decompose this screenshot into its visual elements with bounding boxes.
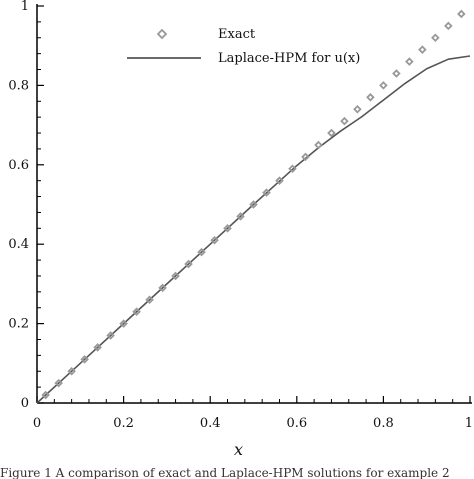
x-tick-label: 0.2 bbox=[113, 416, 134, 431]
data-point-exact bbox=[210, 235, 219, 245]
y-tick-label: 0.4 bbox=[8, 237, 29, 252]
x-tick-label: 0 bbox=[33, 416, 41, 431]
data-point-exact bbox=[340, 116, 349, 126]
series-layer bbox=[36, 9, 471, 404]
data-point-exact bbox=[418, 45, 427, 54]
y-tick-label: 0 bbox=[21, 396, 29, 411]
axes: 0 0.2 0.4 0.6 0.8 1 0 0.2 0.4 0.6 0.8 1 bbox=[8, 0, 473, 431]
figure-caption: Figure 1 A comparison of exact and Lapla… bbox=[0, 466, 450, 479]
data-point-exact bbox=[171, 271, 180, 281]
data-point-exact bbox=[106, 331, 115, 340]
data-point-exact bbox=[67, 366, 76, 376]
data-point-exact bbox=[444, 21, 453, 31]
y-tick-label: 1 bbox=[21, 0, 29, 14]
data-point-exact bbox=[366, 93, 375, 102]
y-tick-label: 0.8 bbox=[8, 78, 29, 93]
data-point-exact bbox=[158, 283, 167, 293]
y-tick-label: 0.2 bbox=[8, 317, 29, 332]
series-line-laplace-hpm bbox=[36, 55, 471, 404]
data-point-exact bbox=[197, 247, 206, 257]
data-point-exact bbox=[392, 69, 401, 78]
data-point-exact bbox=[262, 188, 271, 197]
data-point-exact bbox=[54, 378, 63, 388]
data-point-exact bbox=[353, 104, 362, 114]
legend-label-laplace-hpm: Laplace-HPM for u(x) bbox=[218, 51, 360, 66]
data-point-exact bbox=[145, 295, 154, 305]
x-axis-title: x bbox=[234, 440, 243, 459]
y-tick-label: 0.6 bbox=[8, 158, 29, 173]
data-point-exact bbox=[184, 259, 193, 269]
data-point-exact bbox=[41, 390, 50, 400]
data-point-exact bbox=[431, 33, 440, 43]
data-point-exact bbox=[249, 200, 258, 209]
data-point-exact bbox=[223, 224, 232, 233]
x-tick-label: 1 bbox=[465, 416, 473, 431]
x-tick-label: 0.4 bbox=[200, 416, 221, 431]
data-point-exact bbox=[236, 212, 245, 221]
data-point-exact bbox=[301, 152, 310, 162]
x-tick-label: 0.6 bbox=[286, 416, 307, 431]
data-point-exact bbox=[457, 9, 466, 19]
data-point-exact bbox=[132, 307, 141, 316]
data-point-exact bbox=[379, 81, 388, 90]
data-point-exact bbox=[327, 128, 336, 138]
data-point-exact bbox=[275, 176, 284, 185]
legend: Exact Laplace-HPM for u(x) bbox=[127, 27, 360, 66]
data-point-exact bbox=[119, 319, 128, 328]
data-point-exact bbox=[80, 355, 89, 364]
data-point-exact bbox=[314, 140, 323, 150]
data-point-exact bbox=[93, 343, 102, 352]
data-point-exact bbox=[405, 57, 414, 66]
x-tick-label: 0.8 bbox=[373, 416, 394, 431]
legend-marker-exact bbox=[156, 28, 168, 40]
legend-label-exact: Exact bbox=[218, 27, 256, 42]
data-point-exact bbox=[288, 164, 297, 174]
